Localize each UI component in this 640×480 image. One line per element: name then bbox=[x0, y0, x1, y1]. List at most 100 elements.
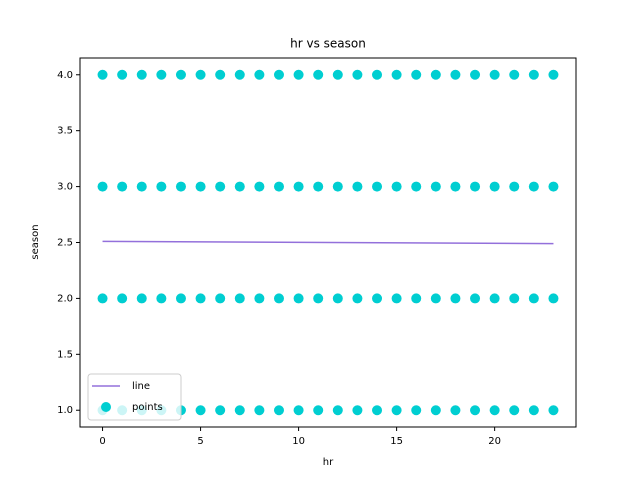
y-tick-label: 2.0 bbox=[57, 293, 73, 304]
point bbox=[254, 293, 265, 304]
point bbox=[254, 69, 265, 80]
point bbox=[411, 181, 422, 192]
point bbox=[391, 181, 402, 192]
point bbox=[313, 293, 324, 304]
point bbox=[273, 181, 284, 192]
point bbox=[509, 293, 520, 304]
point bbox=[117, 69, 128, 80]
point bbox=[254, 181, 265, 192]
point bbox=[332, 293, 343, 304]
y-tick-label: 4.0 bbox=[57, 70, 73, 81]
point bbox=[548, 293, 559, 304]
point bbox=[273, 405, 284, 416]
point bbox=[391, 293, 402, 304]
y-tick-label: 1.5 bbox=[57, 349, 73, 360]
point bbox=[293, 293, 304, 304]
point bbox=[136, 69, 147, 80]
legend-label: points bbox=[132, 402, 163, 413]
x-tick-label: 0 bbox=[99, 436, 105, 447]
point bbox=[117, 181, 128, 192]
point bbox=[352, 293, 363, 304]
point bbox=[156, 293, 167, 304]
point bbox=[175, 69, 186, 80]
point bbox=[528, 181, 539, 192]
x-tick-label: 5 bbox=[197, 436, 203, 447]
x-tick-label: 15 bbox=[390, 436, 403, 447]
point bbox=[489, 293, 500, 304]
point bbox=[528, 405, 539, 416]
point bbox=[332, 69, 343, 80]
point bbox=[450, 181, 461, 192]
point bbox=[430, 293, 441, 304]
point bbox=[215, 293, 226, 304]
plot-frame bbox=[79, 57, 577, 428]
point bbox=[136, 293, 147, 304]
x-tick-label: 20 bbox=[488, 436, 501, 447]
point bbox=[117, 293, 128, 304]
point bbox=[215, 405, 226, 416]
point bbox=[489, 181, 500, 192]
point bbox=[470, 69, 481, 80]
point bbox=[352, 69, 363, 80]
point bbox=[372, 69, 383, 80]
point bbox=[293, 69, 304, 80]
point bbox=[97, 181, 108, 192]
y-axis-label: season bbox=[30, 224, 41, 259]
point bbox=[470, 293, 481, 304]
point bbox=[234, 293, 245, 304]
point bbox=[293, 405, 304, 416]
y-tick-label: 1.0 bbox=[57, 405, 73, 416]
chart-title: hr vs season bbox=[290, 37, 366, 51]
point bbox=[509, 69, 520, 80]
point bbox=[332, 405, 343, 416]
point bbox=[313, 69, 324, 80]
y-tick-label: 3.5 bbox=[57, 126, 73, 137]
point bbox=[548, 405, 559, 416]
point bbox=[430, 181, 441, 192]
point bbox=[372, 293, 383, 304]
point bbox=[175, 293, 186, 304]
point bbox=[489, 69, 500, 80]
point bbox=[332, 181, 343, 192]
point bbox=[528, 69, 539, 80]
point bbox=[313, 405, 324, 416]
point bbox=[509, 405, 520, 416]
point bbox=[156, 181, 167, 192]
point bbox=[372, 181, 383, 192]
point bbox=[352, 405, 363, 416]
x-axis-label: hr bbox=[323, 457, 334, 468]
legend-label: line bbox=[132, 381, 150, 392]
point bbox=[313, 181, 324, 192]
point bbox=[509, 181, 520, 192]
point bbox=[372, 405, 383, 416]
x-tick-label: 10 bbox=[292, 436, 305, 447]
point bbox=[273, 293, 284, 304]
y-tick-label: 2.5 bbox=[57, 238, 73, 249]
point bbox=[430, 69, 441, 80]
point bbox=[450, 293, 461, 304]
point bbox=[175, 181, 186, 192]
line bbox=[102, 240, 554, 245]
point bbox=[430, 405, 441, 416]
point bbox=[215, 69, 226, 80]
point bbox=[411, 293, 422, 304]
point bbox=[97, 293, 108, 304]
point bbox=[234, 69, 245, 80]
point bbox=[234, 181, 245, 192]
point bbox=[352, 181, 363, 192]
point bbox=[195, 181, 206, 192]
point bbox=[195, 69, 206, 80]
point bbox=[450, 69, 461, 80]
point bbox=[548, 181, 559, 192]
point bbox=[391, 405, 402, 416]
point bbox=[528, 293, 539, 304]
point bbox=[97, 69, 108, 80]
point bbox=[254, 405, 265, 416]
point bbox=[195, 405, 206, 416]
point bbox=[489, 405, 500, 416]
point bbox=[391, 69, 402, 80]
point bbox=[195, 293, 206, 304]
point bbox=[411, 405, 422, 416]
point bbox=[293, 181, 304, 192]
